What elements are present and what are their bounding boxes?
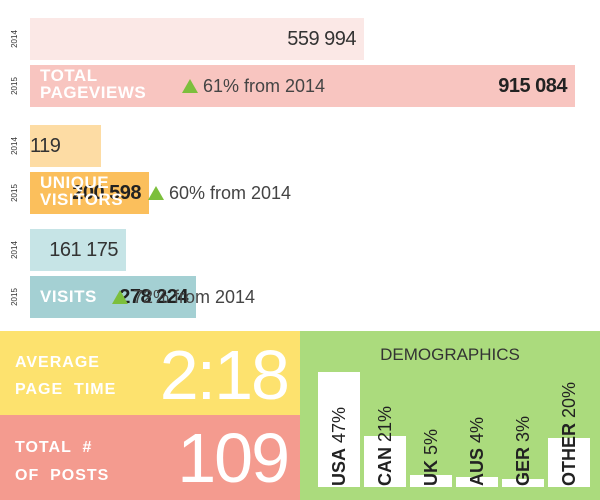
average-page-time-panel: AVERAGE PAGE TIME 2:18 bbox=[0, 331, 300, 415]
year-label: 2014 bbox=[10, 137, 19, 155]
total-posts-label-1: TOTAL # bbox=[15, 439, 93, 456]
up-arrow-icon bbox=[182, 79, 198, 93]
average-page-time-label-1: AVERAGE bbox=[15, 354, 100, 371]
average-page-time-value: 2:18 bbox=[159, 336, 290, 414]
up-arrow-icon bbox=[112, 290, 128, 304]
demographics-percent: 21% bbox=[375, 405, 395, 447]
demographics-label: AUS 4% bbox=[464, 417, 490, 486]
metric-change-text: 61% from 2014 bbox=[203, 76, 326, 96]
metric-label-line: TOTAL bbox=[40, 66, 98, 85]
year-label: 2014 bbox=[10, 30, 19, 48]
demographics-panel: DEMOGRAPHICS USA 47% CAN 21% UK 5% AUS 4% GE… bbox=[300, 331, 600, 500]
demographics-category: CAN bbox=[375, 447, 395, 486]
year-label: 2015 bbox=[10, 77, 19, 95]
demographics-bar-ger bbox=[502, 479, 544, 487]
total-posts-value: 109 bbox=[177, 419, 290, 497]
metric-change: 60% from 2014 bbox=[148, 172, 291, 214]
demographics-bar-usa bbox=[318, 372, 360, 487]
demographics-percent: 47% bbox=[329, 406, 349, 448]
demographics-percent: 20% bbox=[559, 381, 579, 423]
metric-bar-2014: 559 994 bbox=[30, 18, 364, 60]
up-arrow-icon bbox=[148, 186, 164, 200]
demographics-title: DEMOGRAPHICS bbox=[380, 345, 520, 364]
metric-label: VISITS bbox=[40, 288, 160, 305]
average-page-time-label-2: PAGE TIME bbox=[15, 381, 117, 398]
demographics-label: UK 5% bbox=[418, 429, 444, 486]
metric-change: 72% from 2014 bbox=[112, 276, 255, 318]
demographics-label: USA 47% bbox=[326, 407, 352, 486]
metric-bar-2015: 915 084 TOTAL PAGEVIEWS 61% from 2014 bbox=[30, 65, 575, 107]
metric-label-line: PAGEVIEWS bbox=[40, 83, 147, 102]
metric-change-text: 72% from 2014 bbox=[133, 287, 256, 307]
demographics-bar-aus bbox=[456, 477, 498, 487]
total-posts-label-2: OF POSTS bbox=[15, 467, 110, 484]
demographics-label: OTHER 20% bbox=[556, 382, 582, 486]
year-label: 2015 bbox=[10, 184, 19, 202]
demographics-bar-uk bbox=[410, 475, 452, 487]
metric-label: TOTAL PAGEVIEWS bbox=[40, 67, 160, 101]
metric-bar-2014: 119 747 bbox=[30, 125, 101, 199]
demographics-category: AUS bbox=[467, 447, 487, 486]
demographics-percent: 3% bbox=[513, 415, 533, 447]
metric-bar-2014: 161 175 bbox=[30, 229, 126, 271]
metric-value: 559 994 bbox=[287, 28, 356, 50]
demographics-bar-can bbox=[364, 436, 406, 487]
metric-value: 915 084 bbox=[498, 75, 567, 97]
demographics-label: CAN 21% bbox=[372, 406, 398, 486]
metric-value: 161 175 bbox=[49, 239, 118, 261]
metric-bar-2015: 200 598 UNIQUE VISITORS 60% from 2014 bbox=[30, 172, 291, 214]
year-label: 2015 bbox=[10, 288, 19, 306]
metric-change-text: 60% from 2014 bbox=[169, 183, 292, 203]
metric-change: 61% from 2014 bbox=[182, 65, 325, 107]
metric-label-line: VISITS bbox=[40, 287, 97, 306]
demographics-percent: 5% bbox=[421, 428, 441, 460]
demographics-percent: 4% bbox=[467, 416, 487, 448]
metric-bar-2015: 278 224 VISITS 72% from 2014 bbox=[30, 276, 255, 318]
demographics-label: GER 3% bbox=[510, 416, 536, 486]
total-posts-panel: TOTAL # OF POSTS 109 bbox=[0, 415, 300, 500]
metric-value: 278 224 bbox=[119, 286, 188, 308]
demographics-category: USA bbox=[329, 447, 349, 486]
metric-label-line: UNIQUE bbox=[40, 173, 110, 192]
demographics-category: GER bbox=[513, 446, 533, 486]
demographics-category: UK bbox=[421, 460, 441, 486]
year-label: 2014 bbox=[10, 241, 19, 259]
demographics-category: OTHER bbox=[559, 423, 579, 486]
demographics-bar-other bbox=[548, 438, 590, 487]
metric-label: UNIQUE VISITORS bbox=[40, 174, 160, 208]
metric-value: 200 598 bbox=[72, 182, 141, 204]
metric-label-line: VISITORS bbox=[40, 190, 124, 209]
